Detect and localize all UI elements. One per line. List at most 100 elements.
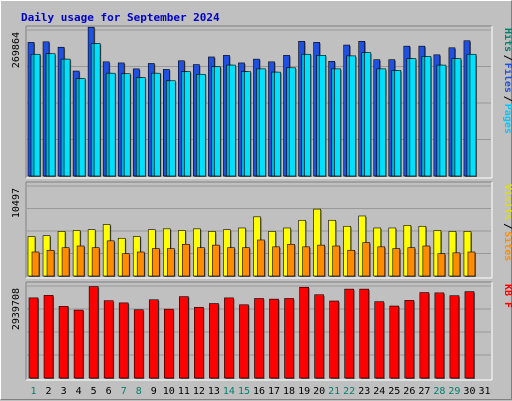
x-tick-label-3: 3: [61, 386, 67, 397]
bar-kbytes-day-14: [224, 297, 234, 379]
bar-kbytes-day-22: [344, 288, 355, 379]
bar-sites-day-8: [136, 251, 145, 277]
bar-kbytes-day-27: [419, 292, 430, 379]
bar-kbytes-day-10: [163, 308, 174, 379]
bar-kbytes-day-13: [209, 303, 219, 379]
x-tick-label-2: 2: [46, 386, 52, 397]
legend-kb-f: KB F: [502, 284, 512, 308]
bar-kbytes-day-30: [464, 291, 475, 379]
y-max-label: 2939708: [11, 288, 22, 330]
bar-pages-day-2: [48, 53, 56, 177]
bar-kbytes-day-25: [389, 305, 400, 379]
bar-pages-day-9: [153, 72, 161, 177]
bar-pages-day-17: [274, 71, 281, 177]
x-tick-label-12: 12: [193, 386, 205, 397]
bar-sites-day-28: [437, 253, 446, 277]
legend-separator: /: [502, 55, 512, 61]
bar-kbytes-day-1: [28, 297, 39, 379]
x-tick-label-30: 30: [463, 386, 475, 397]
bar-kbytes-day-16: [254, 298, 264, 379]
bar-pages-day-18: [289, 67, 296, 177]
bar-pages-day-15: [244, 71, 251, 177]
x-tick-label-7: 7: [121, 386, 127, 397]
bar-sites-day-14: [227, 247, 235, 277]
legend-separator: /: [502, 96, 512, 102]
bar-sites-day-27: [422, 245, 431, 277]
bar-sites-day-19: [302, 246, 310, 277]
bar-pages-day-26: [409, 58, 417, 177]
bar-pages-day-6: [108, 72, 116, 177]
bar-pages-day-29: [454, 58, 462, 177]
bar-pages-day-28: [439, 64, 447, 177]
bar-sites-day-2: [46, 249, 55, 277]
bar-sites-day-1: [31, 251, 40, 277]
legend-pages: Pages: [502, 104, 512, 134]
x-tick-label-22: 22: [343, 386, 355, 397]
bar-pages-day-19: [304, 53, 311, 177]
bar-sites-day-23: [362, 242, 371, 277]
bar-pages-day-27: [424, 56, 432, 177]
bar-kbytes-day-8: [133, 309, 144, 379]
bar-sites-day-12: [197, 247, 205, 277]
x-tick-label-26: 26: [403, 386, 415, 397]
bar-pages-day-4: [78, 78, 86, 177]
bar-pages-day-1: [33, 53, 41, 177]
bar-kbytes-day-9: [148, 299, 159, 379]
bar-kbytes-day-3: [58, 306, 69, 379]
x-tick-label-17: 17: [268, 386, 280, 397]
bar-sites-day-16: [257, 239, 265, 277]
bar-kbytes-day-7: [118, 302, 129, 379]
bar-pages-day-10: [168, 80, 176, 177]
x-tick-label-31: 31: [478, 386, 490, 397]
x-tick-label-5: 5: [91, 386, 97, 397]
bar-pages-day-21: [334, 68, 341, 177]
bar-kbytes-day-19: [299, 286, 309, 379]
bar-pages-day-16: [259, 68, 266, 177]
x-tick-label-21: 21: [328, 386, 340, 397]
x-tick-label-10: 10: [163, 386, 175, 397]
x-tick-label-24: 24: [373, 386, 385, 397]
x-tick-label-28: 28: [433, 386, 445, 397]
bar-sites-day-13: [212, 244, 220, 277]
bar-kbytes-day-20: [314, 294, 324, 379]
bar-pages-day-24: [379, 68, 387, 177]
bar-sites-day-22: [347, 249, 356, 277]
bar-kbytes-day-28: [434, 292, 445, 379]
bar-pages-day-3: [63, 58, 71, 177]
bar-pages-day-7: [123, 73, 131, 177]
x-tick-label-23: 23: [358, 386, 370, 397]
bar-kbytes-day-26: [404, 300, 415, 379]
bar-kbytes-day-17: [269, 298, 279, 379]
bar-sites-day-5: [91, 247, 100, 277]
bar-sites-day-6: [106, 240, 115, 277]
bar-pages-day-25: [394, 70, 402, 177]
bar-kbytes-day-15: [239, 304, 249, 379]
bar-kbytes-day-24: [374, 301, 385, 379]
bar-pages-day-22: [349, 55, 357, 177]
bar-sites-day-10: [166, 248, 175, 277]
bar-kbytes-day-21: [329, 300, 339, 379]
bar-sites-day-30: [467, 251, 476, 277]
y-max-label: 10497: [11, 188, 22, 218]
bar-pages-day-11: [184, 71, 191, 177]
x-tick-label-15: 15: [238, 386, 250, 397]
bar-sites-day-29: [452, 252, 461, 277]
x-tick-label-18: 18: [283, 386, 295, 397]
x-tick-label-13: 13: [208, 386, 220, 397]
legend-hits: Hits: [502, 28, 512, 52]
x-tick-label-9: 9: [151, 386, 157, 397]
bar-pages-day-12: [199, 73, 206, 177]
x-tick-label-4: 4: [76, 386, 82, 397]
x-tick-label-29: 29: [448, 386, 460, 397]
bar-visits-day-28: [433, 230, 442, 277]
x-tick-label-14: 14: [223, 386, 235, 397]
legend-visits: Visits: [502, 184, 512, 220]
x-tick-label-27: 27: [418, 386, 430, 397]
y-max-label: 269864: [11, 32, 22, 68]
chart-title: Daily usage for September 2024: [21, 11, 220, 24]
bar-sites-day-7: [121, 253, 130, 277]
bar-kbytes-day-2: [43, 295, 54, 379]
bar-pages-day-14: [229, 64, 236, 177]
